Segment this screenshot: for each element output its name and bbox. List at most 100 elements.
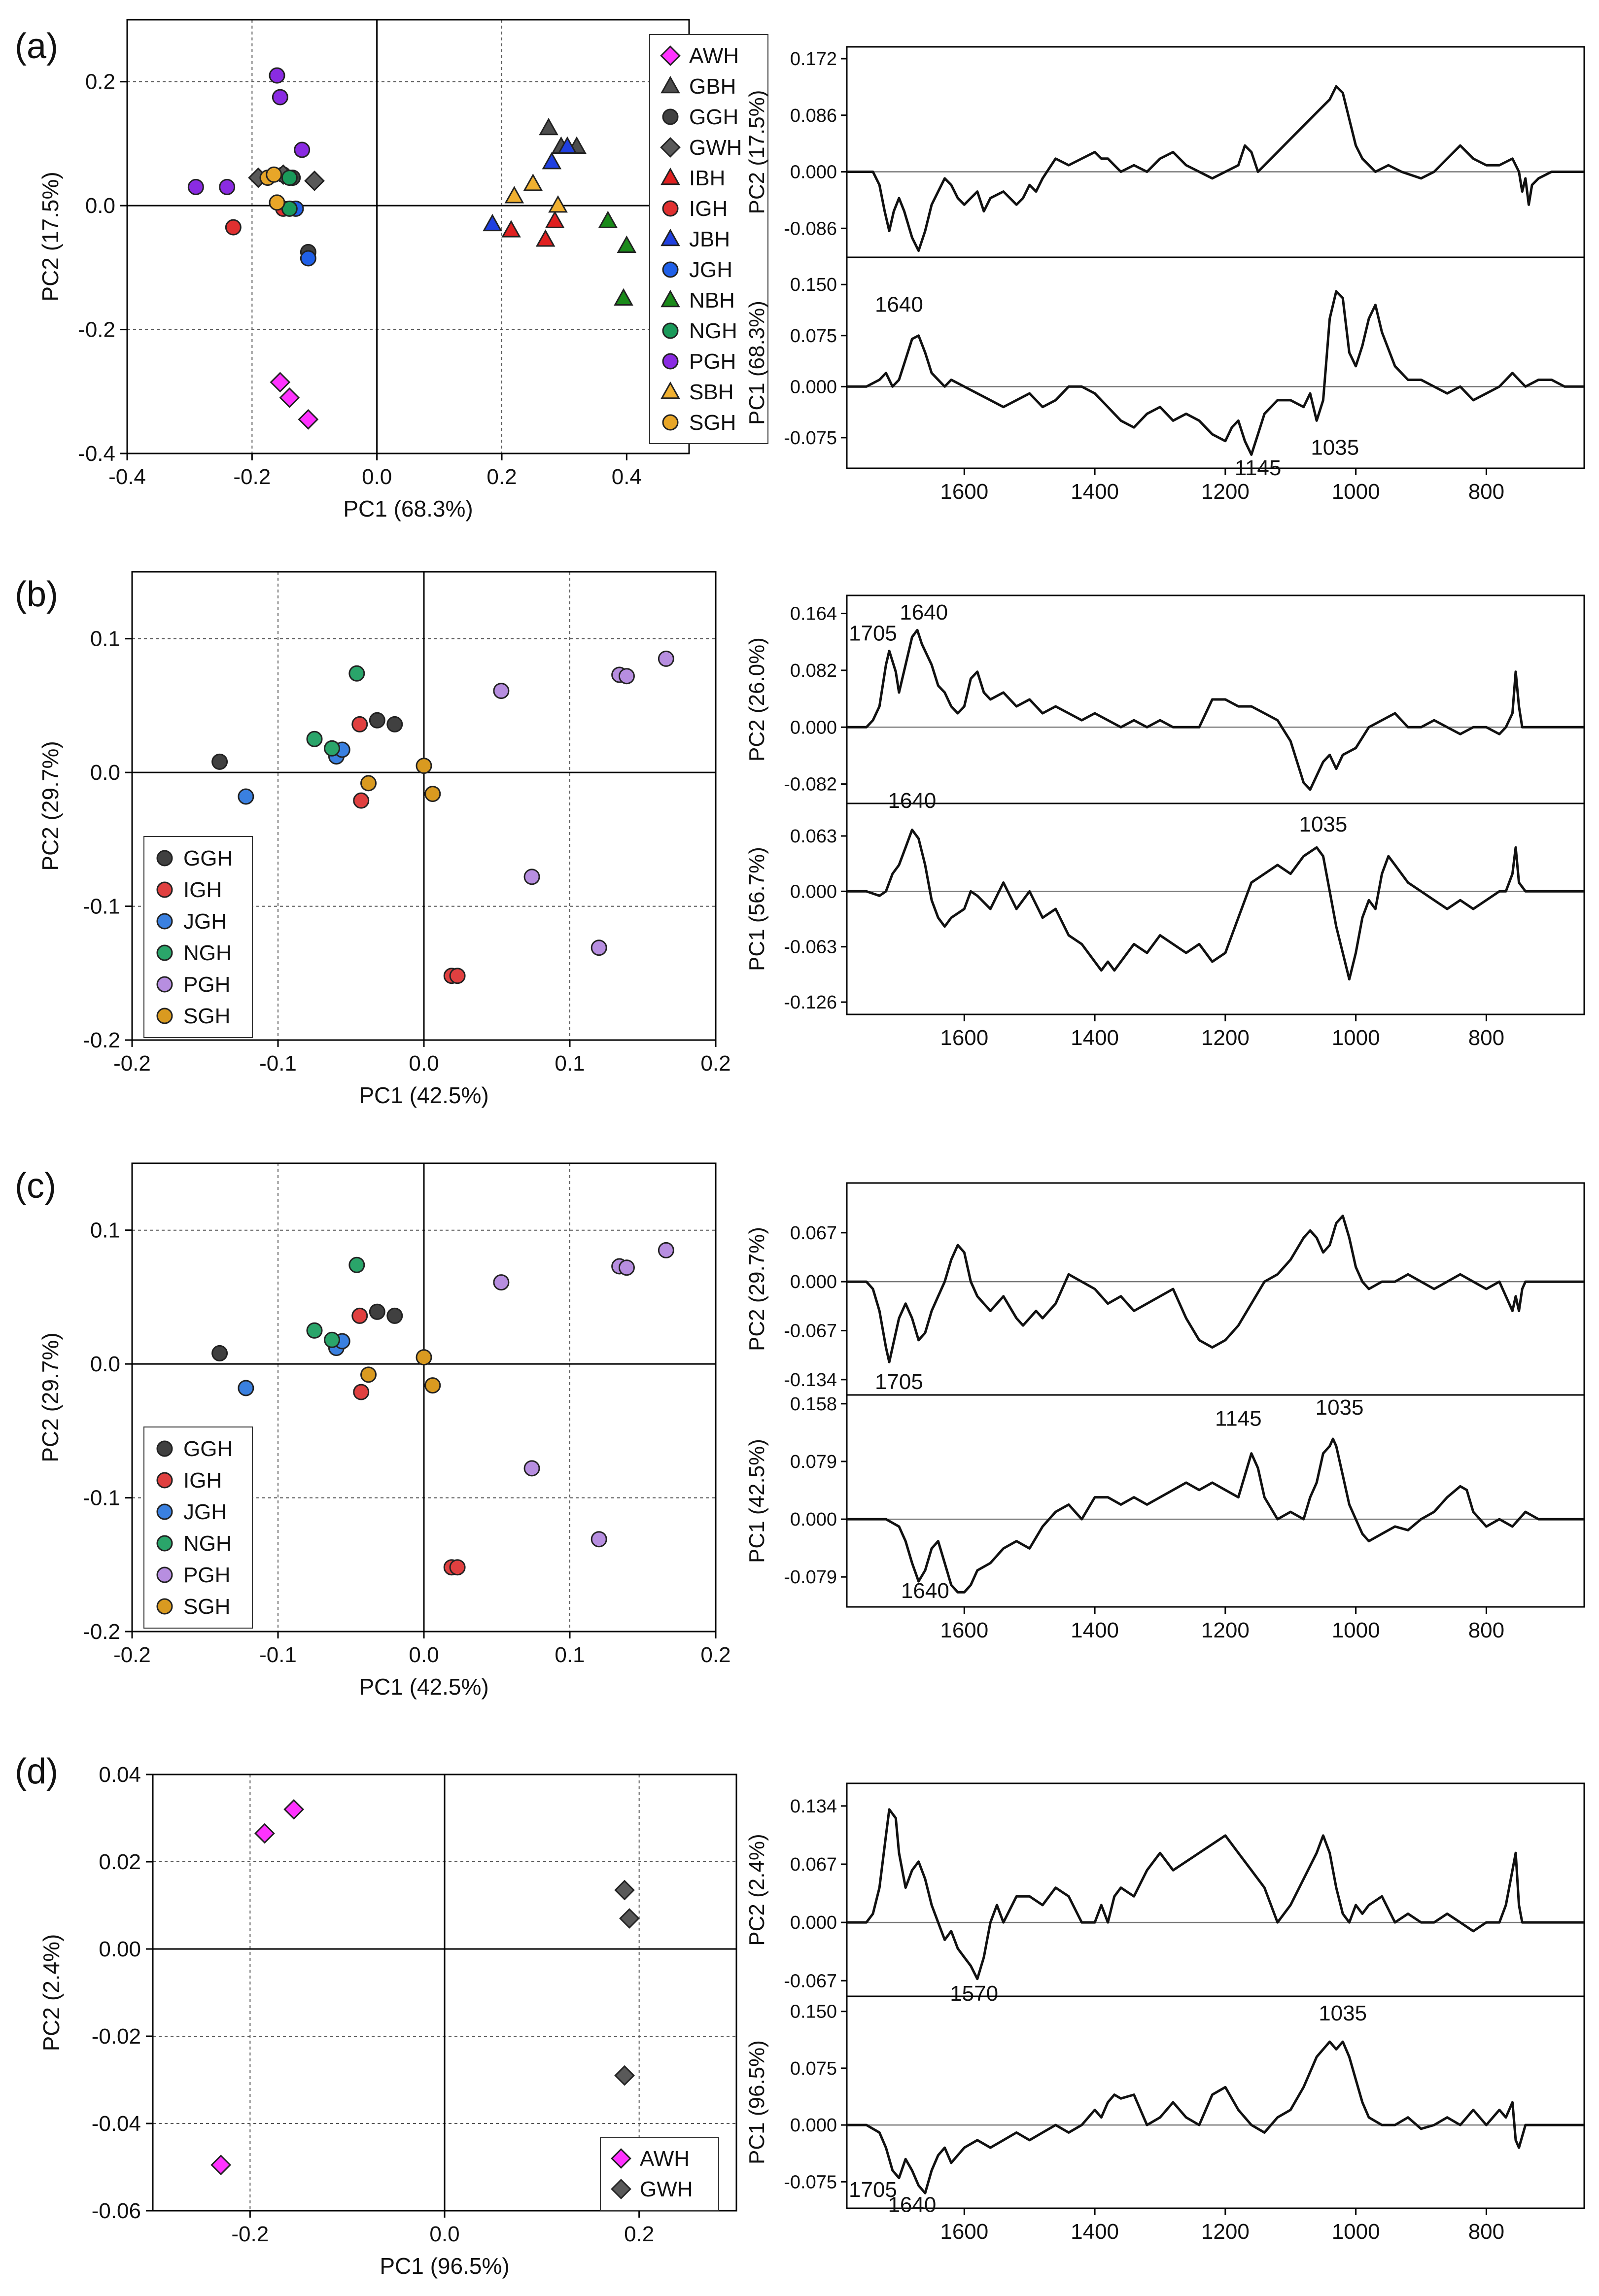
legend-marker-igh bbox=[662, 200, 679, 217]
legend-marker-ngh bbox=[156, 1535, 173, 1552]
legend-marker-pgh bbox=[662, 353, 679, 370]
legend-label: NGH bbox=[183, 941, 232, 965]
x-tick-label: 1200 bbox=[1201, 1026, 1250, 1050]
legend-label: JGH bbox=[689, 258, 732, 282]
legend-marker-gwh bbox=[660, 137, 681, 158]
legend-label: NGH bbox=[183, 1531, 232, 1556]
y-tick-label: -0.4 bbox=[78, 442, 115, 466]
legend-label: IGH bbox=[183, 878, 222, 902]
legend: GGH IGH JGH NGH PGH SGH bbox=[143, 836, 253, 1038]
legend-label: JGH bbox=[183, 1500, 227, 1524]
data-point-pgh bbox=[272, 89, 288, 105]
y-tick-label: 0.134 bbox=[790, 1796, 837, 1817]
x-tick-label: 1400 bbox=[1071, 2220, 1119, 2244]
y-axis-label: PC1 (42.5%) bbox=[745, 1439, 769, 1563]
y-axis-label: PC2 (29.7%) bbox=[745, 1227, 769, 1351]
data-point-pgh bbox=[294, 141, 311, 158]
y-tick-label: 0.075 bbox=[790, 326, 837, 347]
scatter-plot: -0.4 -0.2 0.0 0.2 0.4 -0.4 -0.2 0.0 0.2 PC1 (68.3… bbox=[37, 19, 768, 522]
x-tick-label: 1000 bbox=[1332, 1026, 1380, 1050]
panel-label: (c) bbox=[15, 1166, 56, 1206]
data-point-ibh bbox=[535, 229, 556, 247]
y-axis-label: PC2 (17.5%) bbox=[745, 90, 769, 214]
data-point-ggh bbox=[211, 1345, 228, 1361]
data-point-pgh bbox=[219, 178, 236, 195]
y-tick-label: 0.000 bbox=[790, 1913, 837, 1933]
legend-label: AWH bbox=[640, 2147, 690, 2171]
legend-label: GGH bbox=[689, 105, 738, 129]
data-point-ngh bbox=[348, 665, 365, 682]
data-point-gwh bbox=[619, 1908, 640, 1929]
y-tick-label: -0.2 bbox=[83, 1620, 120, 1644]
y-tick-label: 0.150 bbox=[790, 275, 837, 295]
y-axis-label: PC2 (17.5%) bbox=[37, 172, 63, 301]
legend-label: GWH bbox=[689, 136, 742, 160]
loading-line bbox=[847, 85, 1584, 252]
data-point-ngh bbox=[324, 740, 341, 757]
peak-annotation: 1640 bbox=[875, 292, 923, 316]
legend-marker-jgh bbox=[156, 913, 173, 930]
loading-plot: 0.172 0.086 0.000 -0.086 PC2 (17.5%) bbox=[745, 46, 1585, 258]
data-point-sgh bbox=[269, 194, 285, 211]
legend-label: SGH bbox=[183, 1004, 230, 1028]
data-point-igh bbox=[353, 792, 370, 809]
legend-label: GGH bbox=[183, 846, 233, 870]
legend-label: JBH bbox=[689, 227, 730, 251]
data-point-gwh bbox=[304, 170, 325, 191]
data-point-nbh bbox=[617, 235, 637, 253]
x-tick-label: 1200 bbox=[1201, 1618, 1250, 1642]
x-tick-label: 1600 bbox=[940, 1618, 988, 1642]
y-tick-label: -0.04 bbox=[92, 2112, 141, 2136]
data-point-pgh bbox=[618, 1259, 635, 1276]
legend-marker-ngh bbox=[156, 944, 173, 961]
legend-marker-igh bbox=[156, 881, 173, 898]
y-axis-label: PC1 (96.5%) bbox=[745, 2040, 769, 2164]
x-tick-label: 1400 bbox=[1071, 1618, 1119, 1642]
legend-marker-jgh bbox=[156, 1503, 173, 1520]
data-point-pgh bbox=[493, 683, 510, 699]
data-point-sgh bbox=[360, 775, 377, 792]
x-tick-label: 1200 bbox=[1201, 2220, 1250, 2244]
peak-annotation: 1640 bbox=[900, 600, 948, 625]
legend-marker-awh bbox=[660, 45, 681, 66]
legend-marker-pgh bbox=[156, 1566, 173, 1583]
data-point-pgh bbox=[658, 1242, 674, 1258]
data-point-pgh bbox=[523, 869, 540, 885]
plot-frame bbox=[846, 1394, 1585, 1608]
x-tick-label: 1000 bbox=[1332, 1618, 1380, 1642]
scatter-plot: -0.2 0.0 0.2 -0.06 -0.04 -0.02 0.00 0.02 0.04 PC1… bbox=[38, 1763, 737, 2279]
peak-annotation: 1035 bbox=[1319, 2001, 1367, 2025]
legend-marker-ggh bbox=[156, 1440, 173, 1457]
legend-marker-ggh bbox=[662, 108, 679, 125]
data-point-gwh bbox=[614, 2065, 635, 2086]
data-point-jgh bbox=[300, 250, 316, 267]
y-tick-label: -0.075 bbox=[784, 428, 837, 449]
legend-marker-gbh bbox=[660, 75, 680, 94]
legend-label: PGH bbox=[183, 1563, 230, 1587]
y-axis-label: PC2 (26.0%) bbox=[745, 637, 769, 762]
legend-label: PGH bbox=[183, 973, 230, 997]
data-point-igh bbox=[449, 968, 466, 984]
y-tick-label: 0.1 bbox=[90, 1218, 120, 1243]
x-tick-label: 0.0 bbox=[362, 465, 392, 489]
plot-frame bbox=[846, 1995, 1585, 2209]
data-point-nbh bbox=[598, 210, 618, 228]
y-tick-label: 0.000 bbox=[790, 1272, 837, 1292]
x-tick-label: 0.2 bbox=[624, 2222, 654, 2246]
data-point-gbh bbox=[539, 117, 558, 136]
x-tick-label: -0.1 bbox=[259, 1643, 297, 1667]
x-tick-label: -0.2 bbox=[113, 1051, 151, 1076]
x-tick-label: -0.1 bbox=[259, 1051, 297, 1076]
y-tick-label: 0.079 bbox=[790, 1452, 837, 1472]
legend-marker-igh bbox=[156, 1472, 173, 1489]
x-tick-label: 1600 bbox=[940, 2220, 988, 2244]
data-point-gwh bbox=[614, 1879, 635, 1901]
x-axis-label: PC1 (42.5%) bbox=[359, 1082, 488, 1108]
data-point-awh bbox=[254, 1823, 275, 1844]
y-tick-label: 0.2 bbox=[85, 70, 115, 94]
data-point-igh bbox=[351, 1307, 368, 1324]
y-tick-label: -0.063 bbox=[784, 937, 837, 958]
peak-annotation: 1640 bbox=[888, 789, 936, 813]
legend-marker-jgh bbox=[662, 261, 679, 278]
data-point-awh bbox=[298, 409, 319, 430]
